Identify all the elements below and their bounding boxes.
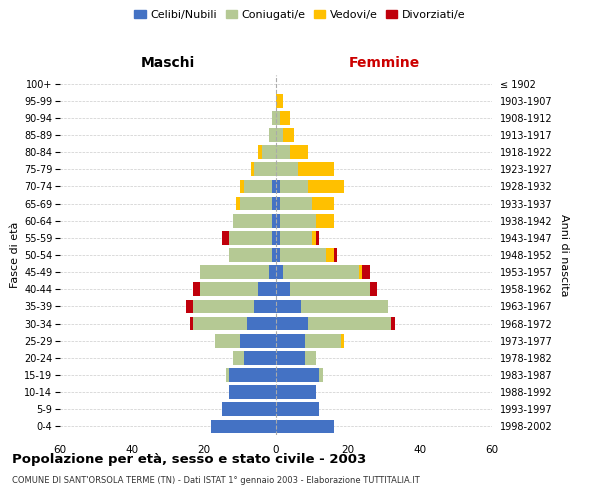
Bar [262, 146, 276, 159]
Bar [280, 214, 316, 228]
Bar [215, 334, 240, 347]
Bar [276, 231, 280, 244]
Bar [258, 146, 262, 159]
Bar [276, 266, 283, 279]
Bar [280, 196, 312, 210]
Bar [298, 162, 334, 176]
Bar [276, 334, 305, 347]
Bar [283, 128, 294, 142]
Bar [200, 266, 269, 279]
Bar [280, 111, 290, 124]
Bar [301, 300, 388, 314]
Bar [283, 266, 359, 279]
Bar [326, 248, 334, 262]
Bar [276, 94, 283, 108]
Bar [272, 196, 276, 210]
Bar [316, 231, 319, 244]
Bar [186, 300, 193, 314]
Text: Femmine: Femmine [349, 56, 419, 70]
Bar [370, 282, 377, 296]
Bar [391, 316, 395, 330]
Bar [316, 214, 334, 228]
Bar [229, 248, 272, 262]
Bar [236, 196, 240, 210]
Bar [222, 231, 229, 244]
Bar [272, 248, 276, 262]
Bar [229, 386, 276, 399]
Bar [247, 316, 276, 330]
Bar [305, 351, 316, 364]
Bar [226, 368, 229, 382]
Bar [193, 316, 247, 330]
Bar [308, 180, 344, 194]
Bar [280, 248, 326, 262]
Bar [240, 196, 272, 210]
Bar [244, 351, 276, 364]
Bar [272, 214, 276, 228]
Bar [280, 180, 308, 194]
Bar [193, 300, 254, 314]
Bar [276, 162, 298, 176]
Text: Maschi: Maschi [141, 56, 195, 70]
Bar [240, 180, 244, 194]
Bar [233, 351, 244, 364]
Bar [276, 128, 283, 142]
Bar [272, 111, 276, 124]
Bar [290, 146, 308, 159]
Bar [272, 180, 276, 194]
Bar [312, 231, 316, 244]
Bar [193, 282, 200, 296]
Bar [276, 196, 280, 210]
Bar [229, 368, 276, 382]
Bar [229, 231, 272, 244]
Bar [240, 334, 276, 347]
Bar [276, 214, 280, 228]
Bar [308, 316, 391, 330]
Legend: Celibi/Nubili, Coniugati/e, Vedovi/e, Divorziati/e: Celibi/Nubili, Coniugati/e, Vedovi/e, Di… [130, 6, 470, 25]
Bar [280, 231, 312, 244]
Bar [276, 316, 308, 330]
Bar [269, 266, 276, 279]
Bar [233, 214, 272, 228]
Bar [334, 248, 337, 262]
Bar [200, 282, 258, 296]
Bar [341, 334, 344, 347]
Bar [254, 162, 276, 176]
Bar [276, 351, 305, 364]
Bar [258, 282, 276, 296]
Bar [276, 111, 280, 124]
Bar [269, 128, 276, 142]
Bar [272, 231, 276, 244]
Text: Popolazione per età, sesso e stato civile - 2003: Popolazione per età, sesso e stato civil… [12, 452, 366, 466]
Bar [276, 146, 290, 159]
Bar [362, 266, 370, 279]
Y-axis label: Anni di nascita: Anni di nascita [559, 214, 569, 296]
Bar [251, 162, 254, 176]
Text: COMUNE DI SANT'ORSOLA TERME (TN) - Dati ISTAT 1° gennaio 2003 - Elaborazione TUT: COMUNE DI SANT'ORSOLA TERME (TN) - Dati … [12, 476, 420, 485]
Bar [211, 420, 276, 434]
Bar [244, 180, 272, 194]
Bar [290, 282, 370, 296]
Bar [276, 368, 319, 382]
Bar [276, 248, 280, 262]
Bar [276, 402, 319, 416]
Bar [312, 196, 334, 210]
Y-axis label: Fasce di età: Fasce di età [10, 222, 20, 288]
Bar [276, 420, 334, 434]
Bar [276, 282, 290, 296]
Bar [305, 334, 341, 347]
Bar [359, 266, 362, 279]
Bar [254, 300, 276, 314]
Bar [190, 316, 193, 330]
Bar [276, 386, 316, 399]
Bar [222, 402, 276, 416]
Bar [276, 300, 301, 314]
Bar [319, 368, 323, 382]
Bar [276, 180, 280, 194]
